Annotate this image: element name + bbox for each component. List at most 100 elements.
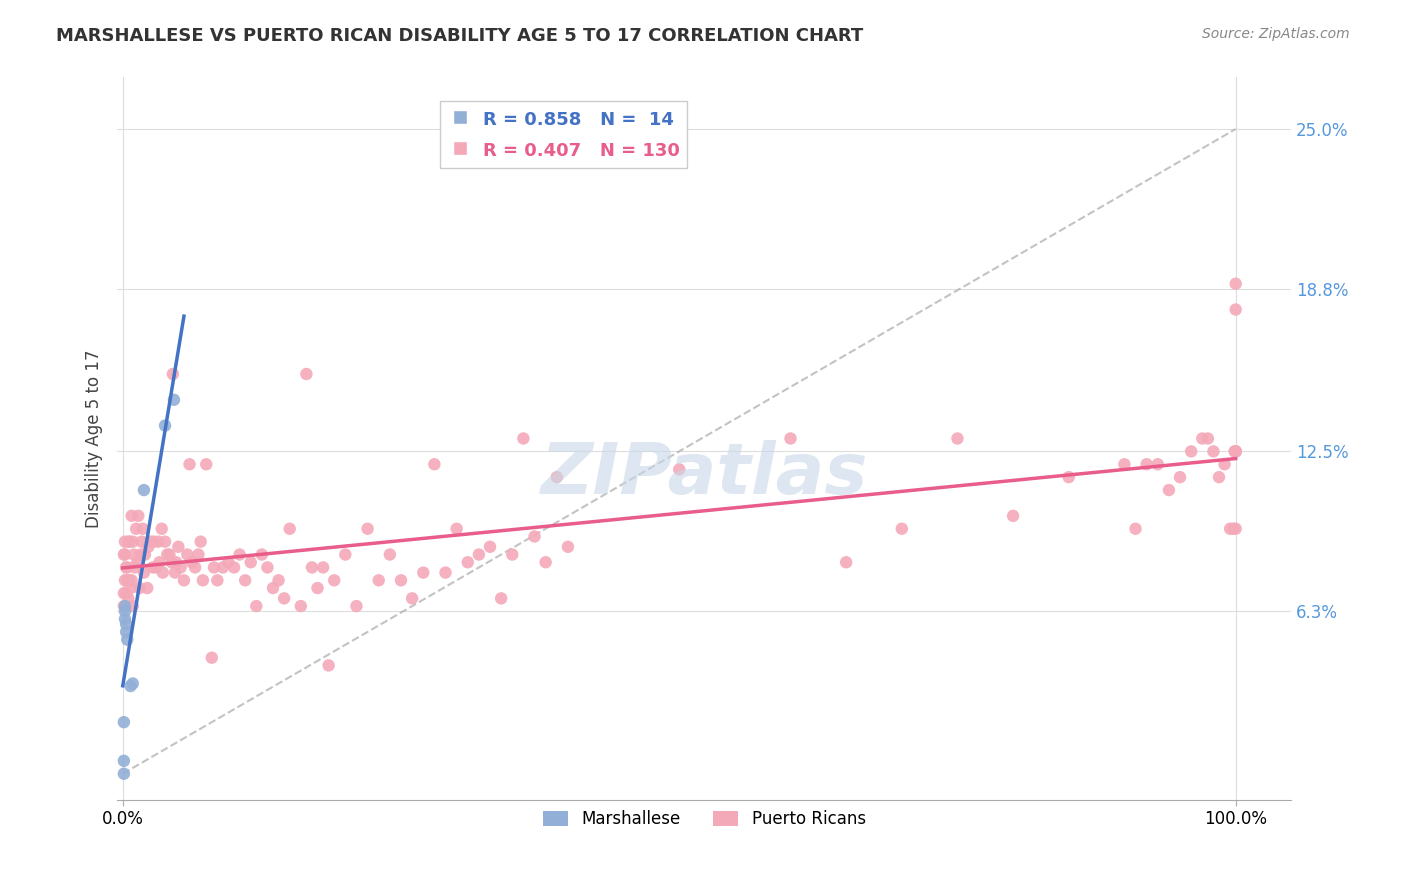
Point — [132, 522, 155, 536]
Point — [1202, 444, 1225, 458]
Point — [346, 599, 368, 613]
Point — [191, 574, 214, 588]
Point — [139, 534, 162, 549]
Point — [176, 548, 198, 562]
Point — [356, 522, 378, 536]
Point — [1225, 444, 1247, 458]
Point — [112, 754, 135, 768]
Point — [150, 522, 173, 536]
Point — [121, 508, 143, 523]
Point — [148, 555, 170, 569]
Point — [250, 548, 273, 562]
Point — [412, 566, 434, 580]
Text: ZIPatlas: ZIPatlas — [540, 440, 868, 509]
Text: Source: ZipAtlas.com: Source: ZipAtlas.com — [1202, 27, 1350, 41]
Point — [173, 574, 195, 588]
Point — [1225, 302, 1247, 317]
Point — [121, 574, 143, 588]
Point — [1157, 483, 1180, 497]
Point — [153, 534, 176, 549]
Point — [523, 529, 546, 543]
Point — [779, 432, 801, 446]
Point — [1219, 522, 1241, 536]
Point — [228, 548, 250, 562]
Point — [118, 574, 141, 588]
Point — [1146, 457, 1168, 471]
Point — [136, 581, 159, 595]
Point — [112, 715, 135, 730]
Point — [142, 560, 165, 574]
Point — [187, 548, 209, 562]
Point — [239, 555, 262, 569]
Point — [1213, 457, 1236, 471]
Point — [195, 457, 218, 471]
Point — [1168, 470, 1191, 484]
Point — [131, 534, 153, 549]
Text: MARSHALLESE VS PUERTO RICAN DISABILITY AGE 5 TO 17 CORRELATION CHART: MARSHALLESE VS PUERTO RICAN DISABILITY A… — [56, 27, 863, 45]
Point — [160, 555, 183, 569]
Point — [218, 555, 240, 569]
Point — [163, 392, 186, 407]
Point — [129, 548, 152, 562]
Point — [132, 566, 155, 580]
Point — [115, 624, 138, 639]
Point — [132, 483, 155, 497]
Point — [668, 462, 690, 476]
Point — [1225, 444, 1247, 458]
Point — [1225, 277, 1247, 291]
Point — [121, 676, 143, 690]
Point — [301, 560, 323, 574]
Point — [367, 574, 389, 588]
Point — [148, 534, 170, 549]
Point — [138, 540, 160, 554]
Point — [122, 548, 145, 562]
Point — [233, 574, 256, 588]
Point — [184, 560, 207, 574]
Point — [457, 555, 479, 569]
Point — [468, 548, 491, 562]
Point — [169, 560, 191, 574]
Point — [117, 591, 139, 606]
Point — [1223, 444, 1246, 458]
Point — [401, 591, 423, 606]
Point — [890, 522, 912, 536]
Y-axis label: Disability Age 5 to 17: Disability Age 5 to 17 — [86, 350, 103, 528]
Point — [295, 367, 318, 381]
Point — [434, 566, 457, 580]
Point — [1208, 470, 1230, 484]
Point — [159, 548, 181, 562]
Point — [127, 508, 149, 523]
Point — [156, 548, 179, 562]
Point — [512, 432, 534, 446]
Point — [835, 555, 858, 569]
Point — [120, 581, 142, 595]
Point — [1002, 508, 1025, 523]
Point — [245, 599, 267, 613]
Point — [1225, 444, 1247, 458]
Point — [1125, 522, 1147, 536]
Point — [115, 586, 138, 600]
Point — [222, 560, 245, 574]
Point — [118, 534, 141, 549]
Point — [946, 432, 969, 446]
Point — [1197, 432, 1219, 446]
Point — [278, 522, 301, 536]
Point — [389, 574, 412, 588]
Point — [179, 457, 201, 471]
Point — [546, 470, 568, 484]
Point — [128, 581, 150, 595]
Point — [121, 534, 143, 549]
Point — [323, 574, 346, 588]
Point — [125, 522, 148, 536]
Point — [318, 658, 340, 673]
Point — [190, 534, 212, 549]
Point — [1225, 522, 1247, 536]
Point — [180, 555, 202, 569]
Point — [115, 617, 138, 632]
Point — [124, 560, 146, 574]
Point — [114, 574, 136, 588]
Point — [114, 612, 136, 626]
Point — [489, 591, 512, 606]
Point — [112, 548, 135, 562]
Point — [153, 418, 176, 433]
